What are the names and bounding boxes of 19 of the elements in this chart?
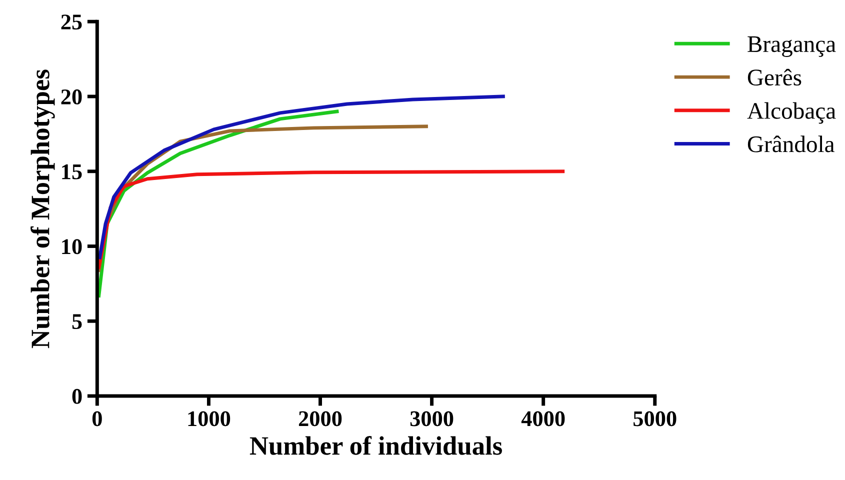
x-tick-label: 1000 — [188, 411, 230, 426]
y-tick-label: 20 — [61, 89, 82, 104]
x-tick-label: 5000 — [634, 411, 676, 426]
x-tick-label: 2000 — [298, 411, 342, 426]
y-tick-label: 0 — [72, 388, 82, 404]
legend-label: Grândola — [748, 136, 834, 152]
y-tick-label: 5 — [72, 314, 82, 330]
y-tick-label: 25 — [61, 14, 82, 30]
x-tick-label: 4000 — [521, 411, 565, 426]
legend-label: Alcobaça — [747, 102, 836, 124]
x-tick-label: 0 — [92, 411, 102, 426]
x-axis-title: Number of individuals — [250, 436, 502, 455]
legend-label: Bragança — [748, 36, 836, 57]
legend-label: Gerês — [748, 68, 802, 86]
line-series — [98, 94, 505, 260]
y-axis-title: Number of Morphotypes — [30, 70, 55, 348]
y-tick-label: 10 — [62, 239, 82, 254]
y-tick-label: 15 — [62, 164, 82, 180]
x-tick-label: 3000 — [410, 411, 454, 426]
